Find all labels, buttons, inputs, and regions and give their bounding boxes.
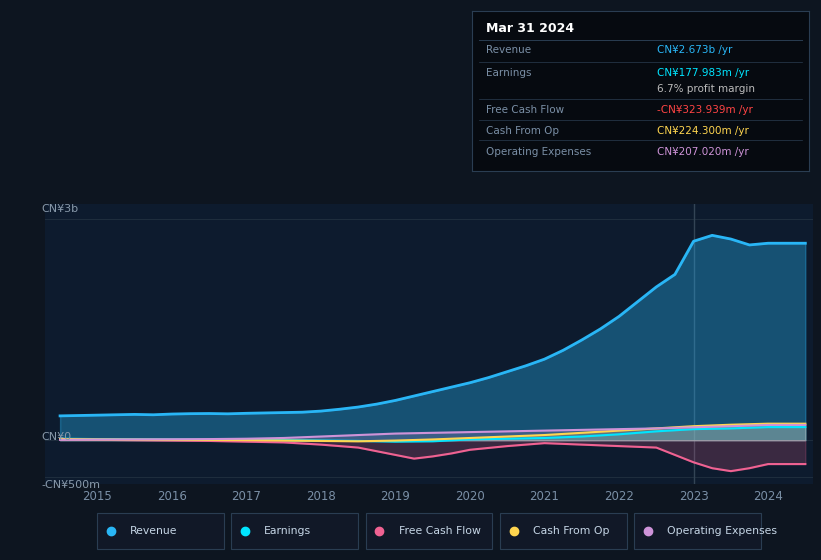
Text: Earnings: Earnings <box>485 68 531 78</box>
FancyBboxPatch shape <box>365 512 493 549</box>
Text: Operating Expenses: Operating Expenses <box>667 526 777 535</box>
Text: Free Cash Flow: Free Cash Flow <box>399 526 480 535</box>
Text: CN¥177.983m /yr: CN¥177.983m /yr <box>658 68 750 78</box>
FancyBboxPatch shape <box>500 512 626 549</box>
Text: Revenue: Revenue <box>485 44 530 54</box>
Text: Operating Expenses: Operating Expenses <box>485 147 591 157</box>
Text: Earnings: Earnings <box>264 526 311 535</box>
Text: CN¥224.300m /yr: CN¥224.300m /yr <box>658 126 749 136</box>
Text: 6.7% profit margin: 6.7% profit margin <box>658 85 755 95</box>
FancyBboxPatch shape <box>635 512 761 549</box>
Text: Free Cash Flow: Free Cash Flow <box>485 105 564 115</box>
Text: CN¥0: CN¥0 <box>41 432 71 442</box>
Text: CN¥3b: CN¥3b <box>41 203 78 213</box>
Text: CN¥2.673b /yr: CN¥2.673b /yr <box>658 44 732 54</box>
FancyBboxPatch shape <box>232 512 358 549</box>
Text: Revenue: Revenue <box>130 526 177 535</box>
Text: Cash From Op: Cash From Op <box>485 126 558 136</box>
FancyBboxPatch shape <box>97 512 223 549</box>
Text: Cash From Op: Cash From Op <box>533 526 609 535</box>
Text: -CN¥500m: -CN¥500m <box>41 480 100 490</box>
Text: CN¥207.020m /yr: CN¥207.020m /yr <box>658 147 749 157</box>
Text: Mar 31 2024: Mar 31 2024 <box>485 22 574 35</box>
Text: -CN¥323.939m /yr: -CN¥323.939m /yr <box>658 105 753 115</box>
